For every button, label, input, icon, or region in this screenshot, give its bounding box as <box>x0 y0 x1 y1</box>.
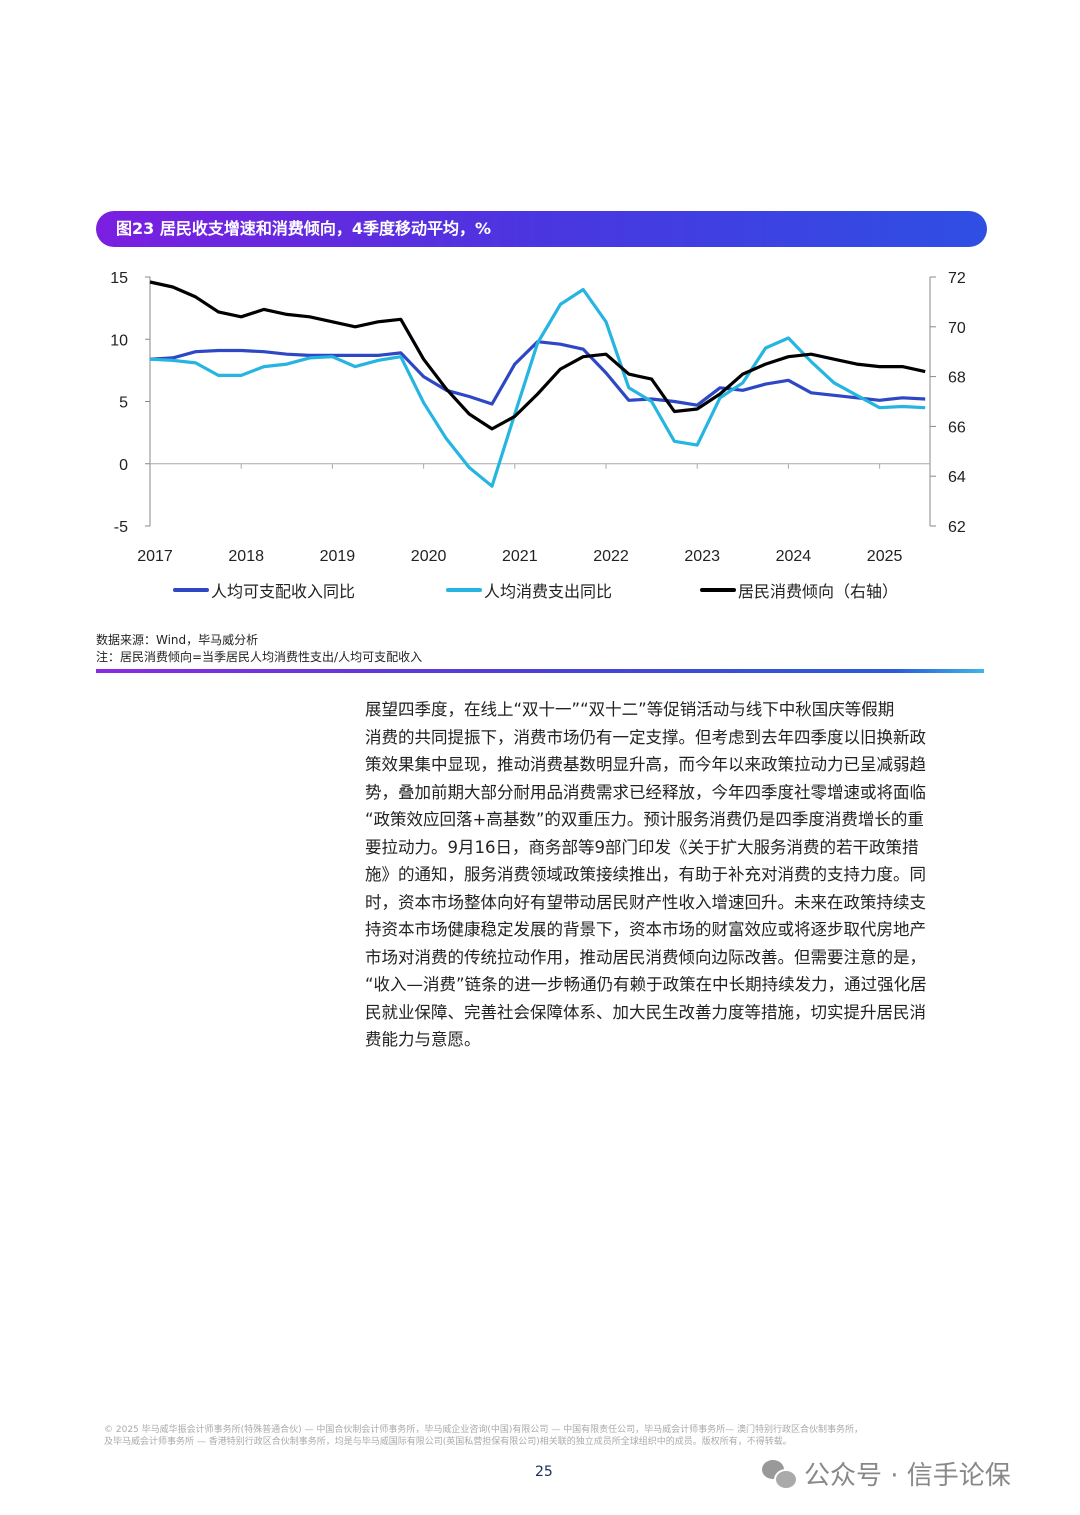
legend-item-income: 人均可支配收入同比 <box>173 578 355 602</box>
legend-swatch <box>446 588 482 592</box>
wechat-icon <box>762 1459 798 1490</box>
legend-label: 人均可支配收入同比 <box>211 582 356 601</box>
legend-item-propensity: 居民消费倾向（右轴） <box>700 578 898 602</box>
x-tick-label: 2020 <box>411 548 447 565</box>
y-right-tick-label: 66 <box>948 419 966 436</box>
copyright-line: 及毕马威会计师事务所 — 香港特别行政区合伙制事务所，均是与毕马威国际有限公司(… <box>104 1437 792 1447</box>
body-line: 民就业保障、完善社会保障体系、加大民生改善力度等措施，切实提升居民消 <box>365 1002 926 1022</box>
body-line: 要拉动力。9月16日，商务部等9部门印发《关于扩大服务消费的若干政策措 <box>365 837 919 857</box>
y-right-tick-label: 68 <box>948 370 966 387</box>
y-left-tick-label: 10 <box>110 332 128 349</box>
y-left-tick-label: 15 <box>110 270 128 287</box>
watermark-text: 公众号 · 信手论保 <box>804 1461 1011 1491</box>
y-left-tick-label: -5 <box>114 519 128 536</box>
body-line: 施》的通知，服务消费领域政策接续推出，有助于补充对消费的支持力度。同 <box>365 865 926 884</box>
data-source: 数据来源：Wind，毕马威分析 <box>96 633 259 647</box>
copyright-line: © 2025 毕马威华振会计师事务所(特殊普通合伙) — 中国合伙制会计师事务所… <box>104 1425 863 1435</box>
body-line: 市场对消费的传统拉动作用，推动居民消费倾向边际改善。但需要注意的是， <box>365 947 926 967</box>
y-right-tick-label: 70 <box>948 320 966 337</box>
figure-notes: 数据来源：Wind，毕马威分析 注：居民消费倾向=当季居民人均消费性支出/人均可… <box>96 632 422 666</box>
y-left-tick-label: 0 <box>119 457 128 474</box>
y-left-tick-label: 5 <box>119 395 128 412</box>
body-paragraph: 展望四季度，在线上“双十一”“双十二”等促销活动与线下中秋国庆等假期消费的共同提… <box>365 696 985 1054</box>
figure-title: 图23 居民收支增速和消费倾向，4季度移动平均，% <box>96 211 987 247</box>
series-line-2 <box>149 280 926 431</box>
body-line: 消费的共同提振下，消费市场仍有一定支撑。但考虑到去年四季度以旧换新政 <box>365 727 926 747</box>
y-right-tick-label: 72 <box>948 270 966 287</box>
series-line-1 <box>149 287 926 488</box>
copyright-footer: © 2025 毕马威华振会计师事务所(特殊普通合伙) — 中国合伙制会计师事务所… <box>104 1424 863 1448</box>
watermark: 公众号 · 信手论保 <box>762 1455 1011 1492</box>
line-chart: -5 0 5 10 15 62 64 66 68 70 72 2017 2018 2019 2020 2021… <box>110 270 966 565</box>
x-tick-label: 2023 <box>684 548 720 565</box>
figure-note: 注：居民消费倾向=当季居民人均消费性支出/人均可支配收入 <box>96 650 423 664</box>
x-tick-label: 2025 <box>867 548 903 565</box>
body-line: 势，叠加前期大部分耐用品消费需求已经释放，今年四季度社零增速或将面临 <box>365 782 926 802</box>
body-line: “政策效应回落+高基数”的双重压力。预计服务消费仍是四季度消费增长的重 <box>365 810 924 829</box>
x-tick-label: 2021 <box>502 548 538 565</box>
x-tick-label: 2024 <box>776 548 812 565</box>
legend-swatch <box>700 588 736 592</box>
body-line: 时，资本市场整体向好有望带动居民财产性收入增速回升。未来在政策持续支 <box>365 892 926 912</box>
x-tick-label: 2017 <box>137 548 173 565</box>
x-tick-label: 2019 <box>320 548 356 565</box>
legend-item-consumption: 人均消费支出同比 <box>446 578 612 602</box>
x-tick-label: 2022 <box>593 548 629 565</box>
body-line: 策效果集中显现，推动消费基数明显升高，而今年以来政策拉动力已呈减弱趋 <box>365 755 926 774</box>
body-line: 展望四季度，在线上“双十一”“双十二”等促销活动与线下中秋国庆等假期 <box>365 700 895 719</box>
x-tick-label: 2018 <box>228 548 264 565</box>
body-line: 持资本市场健康稳定发展的背景下，资本市场的财富效应或将逐步取代房地产 <box>365 920 926 939</box>
legend-label: 居民消费倾向（右轴） <box>738 582 899 601</box>
legend-swatch <box>173 588 209 592</box>
gradient-divider <box>96 669 984 673</box>
y-right-tick-label: 62 <box>948 519 966 536</box>
legend-label: 人均消费支出同比 <box>484 582 613 601</box>
body-line: 费能力与意愿。 <box>365 1030 481 1049</box>
y-right-tick-label: 64 <box>948 469 966 486</box>
page-number: 25 <box>535 1464 553 1480</box>
body-line: “收入—消费”链条的进一步畅通仍有赖于政策在中长期持续发力，通过强化居 <box>365 975 927 994</box>
